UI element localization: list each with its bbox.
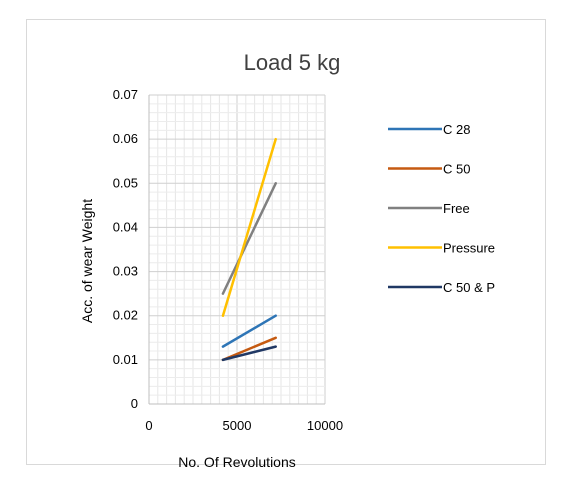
legend-label: Free [443, 201, 470, 216]
axes: 0 0.01 0.02 0.03 0.04 0.05 0.06 0.07 0 5000 10000 [113, 87, 343, 433]
y-tick-label: 0.04 [113, 219, 138, 234]
series-line-pressure [221, 137, 277, 317]
series-line-c-50 [221, 336, 277, 362]
y-tick-label: 0 [131, 396, 138, 411]
legend-label: C 50 & P [443, 280, 495, 295]
y-tick-label: 0.05 [113, 175, 138, 190]
series-line-c-28 [221, 314, 277, 348]
grid [148, 94, 326, 405]
x-tick-label: 10000 [307, 418, 343, 433]
series-lines [221, 137, 277, 362]
x-tick-label: 5000 [223, 418, 252, 433]
y-tick-label: 0.07 [113, 87, 138, 102]
x-tick-label: 0 [145, 418, 152, 433]
y-tick-label: 0.03 [113, 264, 138, 279]
legend-label: C 28 [443, 122, 470, 137]
legend-label: Pressure [443, 241, 495, 256]
y-tick-label: 0.06 [113, 131, 138, 146]
series-line-free [221, 182, 277, 295]
y-axis-label: Acc. of wear Weight [79, 199, 95, 323]
y-tick-label: 0.01 [113, 352, 138, 367]
y-tick-label: 0.02 [113, 308, 138, 323]
x-axis-label: No. Of Revolutions [178, 454, 296, 470]
chart-frame [26, 19, 546, 465]
chart-title: Load 5 kg [244, 50, 341, 75]
series-line-c-50-p [221, 345, 277, 362]
legend-label: C 50 [443, 162, 470, 177]
legend: C 28 C 50 Free Pressure C 50 & P [388, 122, 495, 295]
